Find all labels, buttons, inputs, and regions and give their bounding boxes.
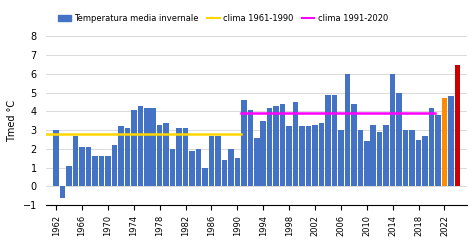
Bar <box>428 108 434 186</box>
Bar <box>364 141 370 186</box>
Bar <box>196 149 201 186</box>
Bar <box>125 128 130 186</box>
Bar <box>54 130 59 186</box>
Bar <box>403 130 408 186</box>
Bar <box>176 128 182 186</box>
Bar <box>247 110 253 186</box>
Bar <box>131 110 137 186</box>
Bar <box>273 106 279 186</box>
Bar <box>416 139 421 186</box>
Bar <box>448 96 454 186</box>
Bar <box>92 156 98 186</box>
Bar <box>306 126 311 186</box>
Bar <box>325 95 331 186</box>
Bar <box>235 158 240 186</box>
Bar <box>60 186 65 198</box>
Bar <box>357 130 363 186</box>
Bar <box>442 98 447 186</box>
Bar <box>435 115 441 186</box>
Bar <box>112 145 117 186</box>
Bar <box>118 126 124 186</box>
Bar <box>422 136 428 186</box>
Bar <box>299 126 305 186</box>
Bar <box>137 106 143 186</box>
Bar <box>286 126 292 186</box>
Bar <box>222 160 227 186</box>
Bar <box>79 147 85 186</box>
Bar <box>189 151 195 186</box>
Bar <box>105 156 111 186</box>
Bar <box>99 156 104 186</box>
Bar <box>157 124 163 186</box>
Bar <box>319 123 324 186</box>
Bar <box>183 128 188 186</box>
Bar <box>228 149 234 186</box>
Bar <box>144 108 149 186</box>
Bar <box>254 138 259 186</box>
Bar <box>241 100 246 186</box>
Bar <box>371 124 376 186</box>
Bar <box>455 65 460 186</box>
Bar <box>377 132 383 186</box>
Bar <box>150 108 156 186</box>
Bar <box>390 74 395 186</box>
Bar <box>396 93 402 186</box>
Bar <box>280 104 285 186</box>
Bar <box>293 102 298 186</box>
Bar <box>332 95 337 186</box>
Bar <box>261 121 266 186</box>
Bar <box>86 147 91 186</box>
Bar <box>170 149 175 186</box>
Bar <box>164 123 169 186</box>
Bar <box>410 130 415 186</box>
Bar <box>209 136 214 186</box>
Bar <box>345 74 350 186</box>
Bar <box>351 104 356 186</box>
Legend: Temperatura media invernale, clima 1961-1990, clima 1991-2020: Temperatura media invernale, clima 1961-… <box>55 10 391 26</box>
Bar <box>267 108 273 186</box>
Bar <box>202 168 208 186</box>
Bar <box>338 130 344 186</box>
Bar <box>312 124 318 186</box>
Bar <box>73 136 78 186</box>
Bar <box>215 136 221 186</box>
Bar <box>383 124 389 186</box>
Y-axis label: Tmed °C: Tmed °C <box>7 100 17 142</box>
Bar <box>66 166 72 186</box>
